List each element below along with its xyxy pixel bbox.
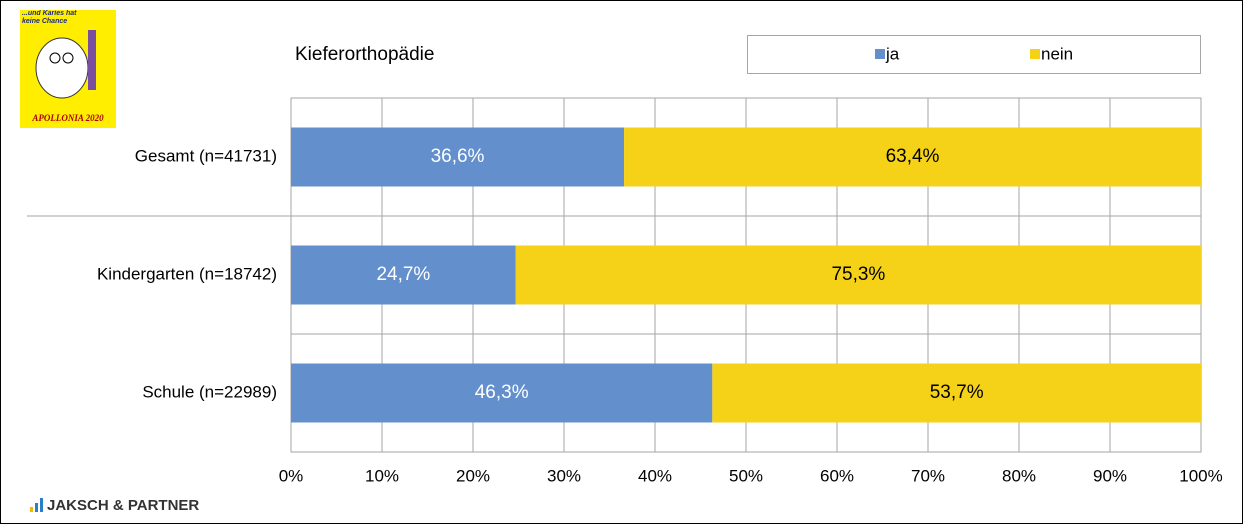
x-tick-label: 60% — [820, 466, 854, 485]
logo-bar — [40, 498, 43, 512]
data-label: 63,4% — [886, 146, 940, 167]
logo-name: APOLLONIA 2020 — [31, 113, 104, 123]
x-tick-label: 80% — [1002, 466, 1036, 485]
logo-eye — [62, 52, 74, 64]
logo-slogan-box: ...und Karies hat keine Chance — [22, 10, 77, 25]
company-name: JAKSCH & PARTNER — [47, 497, 199, 514]
legend-label: ja — [885, 44, 900, 63]
x-tick-label: 90% — [1093, 466, 1127, 485]
company-logo: JAKSCH & PARTNER — [30, 497, 199, 514]
bar-segment — [515, 245, 1201, 305]
data-label: 75,3% — [831, 264, 885, 285]
bar-segment — [291, 363, 713, 423]
logo: ...und Karies hat keine Chance APOLLONIA… — [20, 10, 116, 128]
bar-segment — [291, 245, 516, 305]
x-tick-label: 20% — [456, 466, 490, 485]
logo-slogan: ...und Karies hat keine Chance — [22, 10, 77, 25]
y-tick-label: Schule (n=22989) — [142, 382, 277, 401]
logo-brush — [88, 30, 96, 90]
x-tick-label: 100% — [1179, 466, 1222, 485]
logo-tooth — [35, 37, 89, 99]
chart-title: Kieferorthopädie — [295, 44, 434, 65]
legend-box — [747, 35, 1201, 74]
bar-segment — [624, 127, 1201, 187]
data-label: 24,7% — [376, 264, 430, 285]
data-label: 36,6% — [431, 146, 485, 167]
x-tick-label: 70% — [911, 466, 945, 485]
y-tick-label: Gesamt (n=41731) — [135, 146, 277, 165]
bar-segment — [291, 127, 625, 187]
x-tick-label: 40% — [638, 466, 672, 485]
x-tick-label: 30% — [547, 466, 581, 485]
x-tick-label: 50% — [729, 466, 763, 485]
x-tick-label: 10% — [365, 466, 399, 485]
logo-eye — [49, 52, 61, 64]
legend-swatch — [875, 49, 885, 59]
y-tick-label: Kindergarten (n=18742) — [97, 264, 277, 283]
legend-label: nein — [1041, 44, 1073, 63]
logo-bar — [30, 507, 33, 512]
bar-segment — [712, 363, 1201, 423]
logo-bar — [35, 503, 38, 512]
legend-swatch — [1030, 49, 1040, 59]
data-label: 53,7% — [930, 382, 984, 403]
x-tick-label: 0% — [279, 466, 304, 485]
data-label: 46,3% — [475, 382, 529, 403]
